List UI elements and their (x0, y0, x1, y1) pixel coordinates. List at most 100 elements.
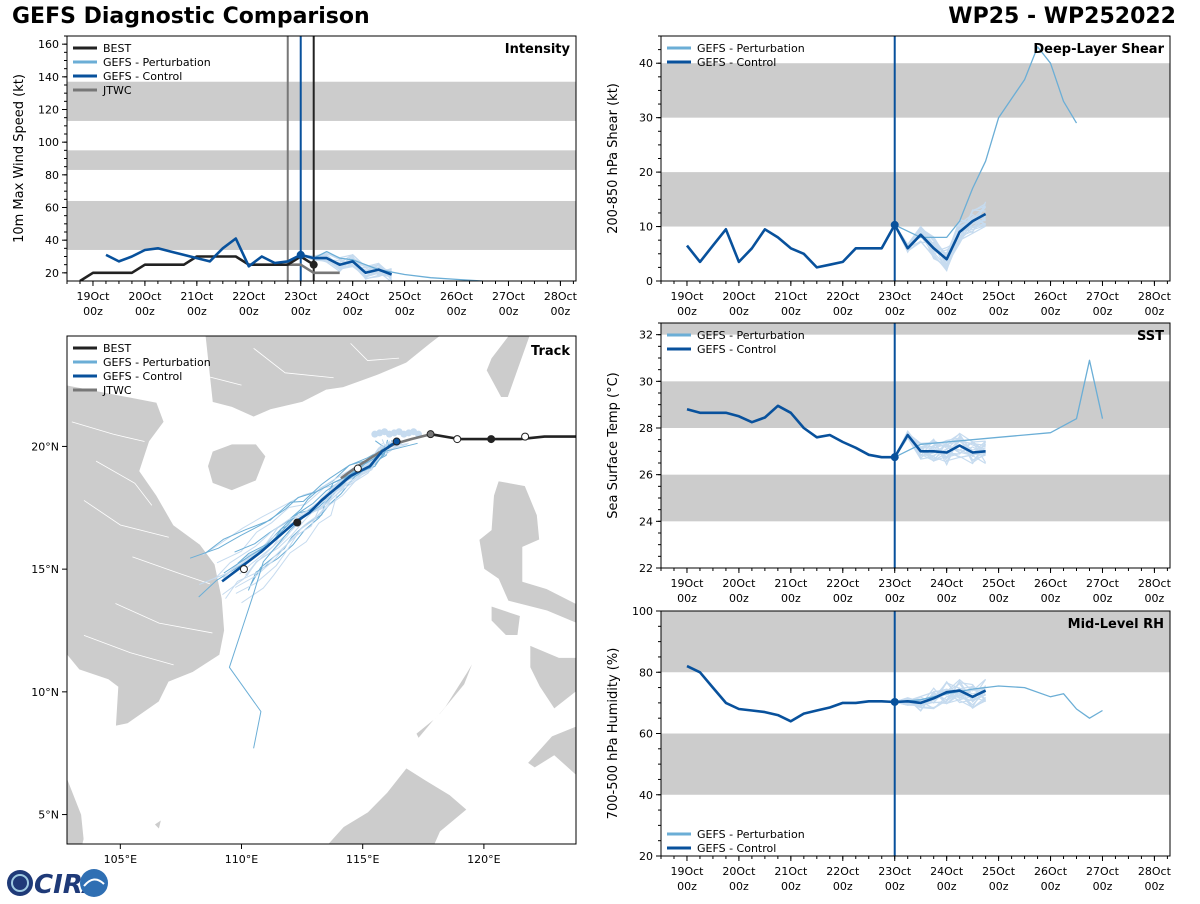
x-tick-date: 23Oct (878, 290, 912, 303)
x-tick-date: 22Oct (232, 290, 266, 303)
threshold-band (661, 172, 1170, 227)
marker-best (309, 260, 318, 269)
land-palawan (415, 659, 475, 740)
track-marker (239, 565, 248, 574)
x-tick-hour: 00z (885, 592, 905, 605)
series-line-control (686, 404, 986, 459)
legend-label-control: GEFS - Control (103, 70, 182, 83)
satellite-icon (80, 869, 108, 897)
legend-label-pert: GEFS - Perturbation (103, 356, 211, 369)
x-tick-hour: 00z (677, 880, 697, 893)
y-axis-label: Sea Surface Temp (°C) (606, 372, 621, 519)
y-tick-label: 5°N (38, 809, 59, 822)
x-tick-date: 21Oct (774, 577, 808, 590)
y-axis-label: 700-500 hPa Humidity (%) (606, 648, 621, 820)
x-tick-hour: 00z (729, 592, 749, 605)
x-tick-hour: 00z (885, 305, 905, 318)
x-tick-hour: 00z (989, 592, 1009, 605)
x-tick-hour: 00z (937, 592, 957, 605)
plot-area (661, 36, 1170, 281)
y-tick-label: 100 (632, 605, 653, 618)
x-tick-hour: 00z (187, 305, 207, 318)
marker-control (890, 220, 899, 229)
x-tick-date: 24Oct (930, 577, 964, 590)
x-tick-date: 20Oct (722, 865, 756, 878)
y-tick-label: 32 (639, 329, 653, 342)
series-line-pert (894, 46, 1078, 239)
x-tick-date: 19Oct (76, 290, 110, 303)
x-tick-date: 28Oct (1138, 290, 1172, 303)
land-visayas (529, 644, 576, 710)
legend-label-pert: GEFS - Perturbation (103, 56, 211, 69)
province-border (83, 500, 169, 538)
ensemble-track-line (234, 443, 388, 588)
ensemble-member-line (894, 691, 986, 709)
y-tick-label: 20 (639, 166, 653, 179)
page-title: GEFS Diagnostic Comparison (12, 4, 370, 29)
x-tick-date: 25Oct (982, 290, 1016, 303)
series-line-jtwc (287, 263, 340, 275)
panel-title: Deep-Layer Shear (1033, 42, 1164, 57)
x-tick-hour: 00z (1041, 305, 1061, 318)
x-tick-date: 26Oct (1034, 290, 1068, 303)
y-axis-label: 200-850 hPa Shear (kt) (606, 83, 621, 234)
x-tick-hour: 00z (677, 305, 697, 318)
x-tick-date: 19Oct (670, 865, 704, 878)
series-line-best (79, 255, 315, 281)
ensemble-track-line (189, 443, 390, 559)
x-tick-date: 24Oct (930, 290, 964, 303)
x-tick-hour: 00z (1145, 880, 1165, 893)
track-marker (453, 435, 462, 444)
x-tick-date: 27Oct (1086, 577, 1120, 590)
x-tick-date: 19Oct (670, 290, 704, 303)
series-line-control (105, 237, 393, 276)
y-tick-label: 30 (639, 112, 653, 125)
x-tick-hour: 00z (781, 592, 801, 605)
threshold-band (661, 611, 1170, 673)
x-tick-hour: 00z (833, 592, 853, 605)
province-border (132, 556, 211, 585)
x-tick-date: 28Oct (544, 290, 578, 303)
track-marker (353, 464, 362, 473)
y-tick-label: 40 (639, 789, 653, 802)
marker-control (890, 453, 899, 462)
x-tick-date: 20Oct (722, 577, 756, 590)
land-borneo (327, 767, 468, 844)
cira-logo: CIRA (4, 866, 114, 904)
y-tick-label: 140 (38, 71, 59, 84)
y-tick-label: 15°N (31, 563, 59, 576)
track-marker (293, 518, 302, 527)
globe-icon (7, 870, 33, 896)
track-marker (521, 432, 530, 441)
series-line-control (685, 212, 987, 269)
land-hainan (207, 443, 267, 492)
plot-area (661, 611, 1170, 856)
shear-panel: 0 10 20 30 40 19Oct 00z 20Oct 00z 21Oct 00z 22Oct 00… (606, 35, 1172, 318)
plot-frame (660, 322, 1171, 569)
x-tick-date: 28Oct (1138, 577, 1172, 590)
intensity-panel: 20 40 60 80 100 120 140 160 19Oct 00z 20Oct 00z 21Oc… (12, 35, 578, 318)
x-tick-hour: 00z (1093, 305, 1113, 318)
province-border (350, 343, 400, 361)
x-tick-hour: 00z (937, 880, 957, 893)
y-tick-label: 30 (639, 375, 653, 388)
x-tick-hour: 00z (83, 305, 103, 318)
panel-title: SST (1137, 329, 1164, 344)
sst-panel: 22 24 26 28 30 32 19Oct 00z 20Oct 00z 21Oct 00z 22Oc… (606, 322, 1172, 605)
threshold-band (661, 733, 1170, 795)
x-tick-date: 20Oct (722, 290, 756, 303)
x-tick-label: 115°E (346, 853, 379, 866)
plot-area (67, 36, 576, 281)
x-tick-date: 21Oct (774, 865, 808, 878)
legend-label-pert: GEFS - Perturbation (697, 329, 805, 342)
x-tick-hour: 00z (833, 305, 853, 318)
x-tick-date: 25Oct (982, 865, 1016, 878)
x-tick-hour: 00z (677, 592, 697, 605)
series-line-pert (300, 250, 483, 281)
y-tick-label: 24 (639, 515, 653, 528)
y-tick-label: 120 (38, 104, 59, 117)
y-tick-label: 20°N (31, 440, 59, 453)
land-mainland (67, 336, 441, 418)
plot-frame (66, 335, 577, 845)
panel-title: Track (531, 344, 570, 359)
